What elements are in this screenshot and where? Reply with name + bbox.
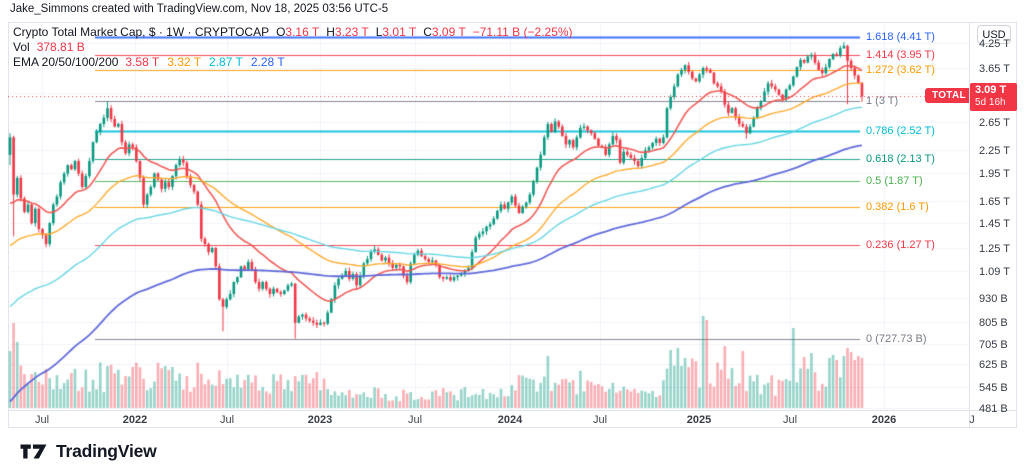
ema-value: 2.87 T [209,55,243,69]
ohlc-item: C3.09 T [423,25,466,39]
fib-level-label[interactable]: 0.236 (1.27 T) [866,239,935,252]
ohlc-item: O3.16 T [276,25,320,39]
ema-value: 2.28 T [250,55,285,69]
price-tick: 1.45 T [979,218,1010,231]
fib-level-label[interactable]: 1.618 (4.41 T) [866,30,935,43]
price-tick: 545 B [979,382,1008,395]
ema-label: EMA 20/50/100/200 [13,55,119,69]
bar-countdown: 5d 16h [975,97,1006,109]
time-tick: Jul [34,414,50,426]
time-tick: 2024 [497,414,523,426]
last-price-badge: 3.09 T 5d 16h [970,83,1017,112]
ema-value: 3.32 T [167,55,202,69]
ohlc-item: L3.01 T [375,25,417,39]
fib-level-label[interactable]: 0.618 (2.13 T) [866,152,935,165]
price-tick: 3.65 T [979,63,1010,76]
price-axis[interactable]: USD 4.25 T 3.65 T 2.65 T 2.25 T 1.95 T 1.65 T… [970,22,1024,415]
currency-toggle-button[interactable]: USD [977,25,1011,44]
symbol-row[interactable]: Crypto Total Market Cap, $ · 1W · CRYPTO… [13,25,573,39]
fib-level-label[interactable]: 1.272 (3.62 T) [866,63,935,76]
price-tick: 1.65 T [979,196,1010,209]
fib-level-label[interactable]: 0.786 (2.52 T) [866,124,935,137]
price-tick: 1.25 T [979,242,1010,255]
fib-level-label[interactable]: 0 (727.73 B) [866,332,927,345]
volume-label: Vol [13,40,30,54]
attribution-text: Jake_Simmons created with TradingView.co… [10,3,389,15]
tradingview-logo-icon [20,444,47,459]
price-tick: 2.25 T [979,144,1010,157]
volume-value: 378.81 B [36,40,85,54]
time-axis[interactable]: Jul 2022 Jul 2023 Jul 2024 Jul 2025 Jul 2026 J [8,411,1017,429]
price-tick: 1.09 T [979,265,1010,278]
price-tick: 481 B [979,402,1008,415]
chart-legend[interactable]: Crypto Total Market Cap, $ · 1W · CRYPTO… [13,25,573,70]
ema-values: 3.58 T 3.32 T 2.87 T 2.28 T [125,55,284,69]
price-tick: 625 B [979,359,1008,372]
time-tick: 2026 [871,414,897,426]
tradingview-logo[interactable]: TradingView [20,441,157,462]
time-tick: Jul [407,414,423,426]
volume-row[interactable]: Vol 378.81 B [13,40,573,54]
symbol-title: Crypto Total Market Cap, $ · 1W · CRYPTO… [13,25,270,39]
time-axis-separator [8,410,1017,411]
fib-level-label[interactable]: 1 (3 T) [866,95,899,108]
ohlc-item: −71.11 B (−2.25%) [472,25,573,39]
price-tick: 930 B [979,292,1008,305]
ema-value: 3.58 T [125,55,160,69]
ohlc-values: O3.16 T H3.23 T L3.01 T C3.09 T −71.11 B (−2… [276,25,572,39]
time-tick: 2025 [686,414,712,426]
price-chart-canvas[interactable] [8,22,969,410]
time-tick: Jul [219,414,235,426]
price-axis-separator [969,22,970,428]
fib-level-label[interactable]: 0.5 (1.87 T) [866,174,923,187]
last-price-value: 3.09 T [975,84,1007,97]
time-tick: Jul [782,414,798,426]
price-tick: 1.95 T [979,168,1010,181]
price-tick: 4.25 T [979,38,1010,50]
time-tick: 2023 [307,414,333,426]
time-tick: J [969,414,975,426]
total-symbol-badge: TOTAL [925,88,973,104]
fib-level-label[interactable]: 0.382 (1.6 T) [866,200,929,213]
price-tick: 805 B [979,316,1008,329]
ohlc-item: H3.23 T [326,25,369,39]
time-tick: 2022 [122,414,148,426]
fib-level-label[interactable]: 1.414 (3.95 T) [866,49,935,62]
price-tick: 2.65 T [979,117,1010,130]
tradingview-brand-text: TradingView [56,441,157,461]
price-tick: 705 B [979,338,1008,351]
time-tick: Jul [592,414,608,426]
ema-row[interactable]: EMA 20/50/100/200 3.58 T 3.32 T 2.87 T 2.28… [13,55,573,69]
